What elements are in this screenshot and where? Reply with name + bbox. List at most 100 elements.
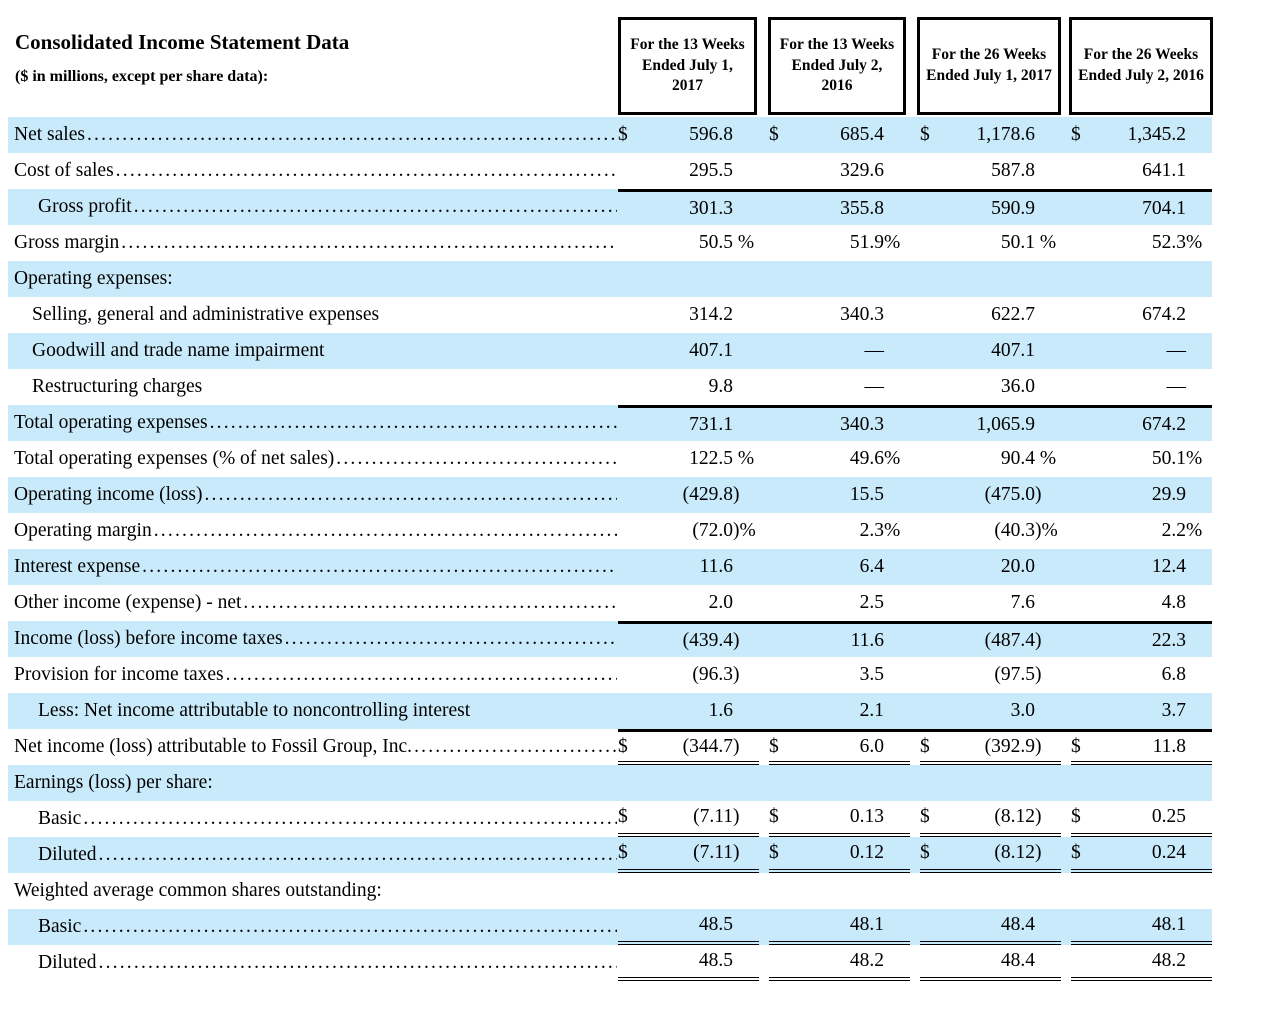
value-cell: 48.2 xyxy=(769,945,910,981)
dollar-sign: $ xyxy=(1071,842,1081,863)
value-cell: 587.8 xyxy=(920,153,1061,189)
dot-leader xyxy=(142,549,617,585)
row-values: 50.5 % 51.9% 50.1 % 52.3% xyxy=(618,225,1212,261)
value-cell: $6.0 xyxy=(769,732,910,765)
cell-value: 11.8 xyxy=(1152,735,1186,757)
cell-value: 48.4 xyxy=(1000,914,1035,935)
row-label-cell: Operating margin xyxy=(8,513,618,549)
row-label-cell: Less: Net income attributable to noncont… xyxy=(8,693,618,729)
cell-value: (7.11 xyxy=(693,842,733,863)
cell-suffix: % xyxy=(884,232,901,253)
cell-value: 48.1 xyxy=(849,914,884,935)
table-row: Diluted$(7.11)$0.12$(8.12)$0.24 xyxy=(8,837,1212,873)
column-gap xyxy=(1061,837,1071,873)
dot-leader xyxy=(83,909,617,945)
column-gap xyxy=(759,297,769,333)
column-gap xyxy=(910,909,920,945)
column-gap xyxy=(910,192,920,225)
cell-value: 314.2 xyxy=(689,304,733,325)
column-gap xyxy=(1061,261,1071,297)
cell-suffix: % xyxy=(733,448,755,469)
column-gap xyxy=(759,369,769,405)
cell-value: (72.0 xyxy=(692,520,733,541)
column-gap xyxy=(1061,945,1071,981)
column-gap xyxy=(1061,549,1071,585)
row-label-cell: Other income (expense) - net xyxy=(8,585,618,621)
dot-leader xyxy=(99,837,618,873)
column-gap xyxy=(759,441,769,477)
column-gap xyxy=(910,333,920,369)
dot-leader xyxy=(116,153,617,189)
cell-value: 674.2 xyxy=(1142,304,1186,325)
cell-value: 355.8 xyxy=(840,197,884,219)
value-cell: $1,345.2 xyxy=(1071,117,1212,153)
column-gap xyxy=(759,909,769,945)
row-label: Selling, general and administrative expe… xyxy=(32,304,380,325)
column-gap xyxy=(1061,513,1071,549)
cell-value: 122.5 xyxy=(689,448,733,469)
cell-value: 2.5 xyxy=(859,592,884,613)
cell-value: 15.5 xyxy=(849,484,884,505)
value-cell: 340.3 xyxy=(769,297,910,333)
dot-leader xyxy=(210,405,617,441)
value-cell: (475.0) xyxy=(920,477,1061,513)
dot-leader xyxy=(83,801,617,837)
value-cell: 6.4 xyxy=(769,549,910,585)
value-cell: 48.1 xyxy=(769,909,910,945)
column-gap xyxy=(910,441,920,477)
cell-value: 52.3 xyxy=(1151,232,1186,253)
row-label: Net income (loss) attributable to Fossil… xyxy=(14,736,413,757)
column-gap xyxy=(910,732,920,765)
value-cell: 407.1 xyxy=(920,333,1061,369)
value-cell: 15.5 xyxy=(769,477,910,513)
dot-leader xyxy=(414,729,617,765)
cell-suffix: ) xyxy=(1035,842,1042,863)
value-cell: 48.2 xyxy=(1071,945,1212,981)
value-cell: 2.3% xyxy=(769,513,910,549)
cell-value: 596.8 xyxy=(689,124,733,145)
value-cell: 7.6 xyxy=(920,585,1061,621)
value-cell xyxy=(1071,261,1212,297)
cell-value: 4.8 xyxy=(1161,592,1186,613)
value-cell: 2.0 xyxy=(618,585,759,621)
cell-suffix: ) xyxy=(733,735,740,757)
row-label-cell: Weighted average common shares outstandi… xyxy=(8,873,618,909)
value-cell: 48.5 xyxy=(618,909,759,945)
column-gap xyxy=(1061,117,1071,153)
cell-value: 622.7 xyxy=(991,304,1035,325)
table-row: Operating expenses: xyxy=(8,261,1212,297)
cell-value: 51.9 xyxy=(849,232,884,253)
value-cell: $ (8.12) xyxy=(920,837,1061,873)
row-label: Restructuring charges xyxy=(32,376,203,397)
column-gap xyxy=(910,297,920,333)
dollar-sign: $ xyxy=(920,842,930,863)
row-label: Gross margin xyxy=(14,232,120,253)
column-gap xyxy=(759,408,769,441)
table-row: Total operating expenses (% of net sales… xyxy=(8,441,1212,477)
row-values: $ (7.11) $0.13 $ (8.12) $0.25 xyxy=(618,801,1212,837)
row-label: Gross profit xyxy=(38,196,132,217)
cell-value: — xyxy=(1166,376,1187,397)
row-label: Other income (expense) - net xyxy=(14,592,242,613)
cell-suffix: ) xyxy=(1035,629,1042,651)
cell-value: 587.8 xyxy=(991,160,1035,181)
row-label: Income (loss) before income taxes xyxy=(14,628,283,649)
table-row: Less: Net income attributable to noncont… xyxy=(8,693,1212,729)
dollar-sign: $ xyxy=(1071,124,1081,145)
cell-suffix: % xyxy=(1035,448,1057,469)
dollar-sign: $ xyxy=(769,842,779,863)
value-cell: 3.5 xyxy=(769,657,910,693)
value-cell: 20.0 xyxy=(920,549,1061,585)
cell-value: 0.13 xyxy=(849,806,884,827)
column-gap xyxy=(759,192,769,225)
column-gap xyxy=(759,513,769,549)
cell-value: 6.0 xyxy=(859,735,884,757)
value-cell: 355.8 xyxy=(769,192,910,225)
cell-value: 3.0 xyxy=(1010,700,1035,721)
cell-value: (475.0 xyxy=(984,484,1035,505)
column-gap xyxy=(1061,477,1071,513)
value-cell: 48.4 xyxy=(920,945,1061,981)
value-cell: 6.8 xyxy=(1071,657,1212,693)
cell-value: 11.6 xyxy=(699,556,733,577)
value-cell: 674.2 xyxy=(1071,408,1212,441)
